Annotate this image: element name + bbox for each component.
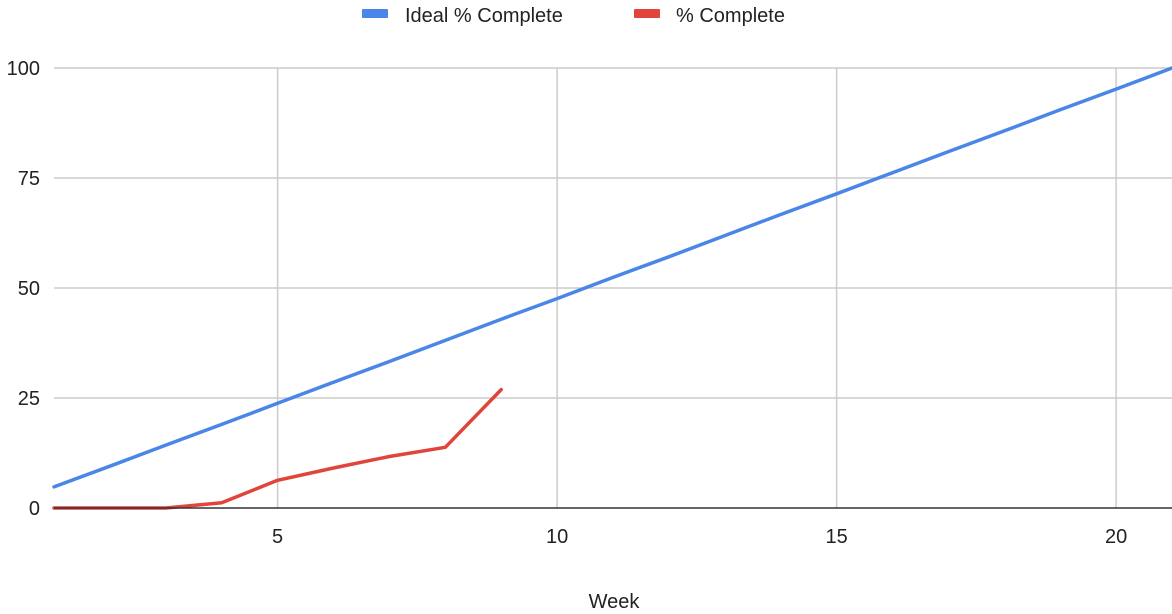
legend-label-complete: % Complete <box>676 5 785 27</box>
gridlines <box>54 67 1172 508</box>
legend-swatch-complete <box>634 9 660 18</box>
legend: Ideal % Complete % Complete <box>362 5 785 27</box>
x-axis-title: Week <box>589 591 641 613</box>
x-tick-label: 10 <box>546 526 568 548</box>
x-tick-label: 5 <box>272 526 283 548</box>
x-tick-label: 20 <box>1105 526 1127 548</box>
legend-label-ideal: Ideal % Complete <box>405 5 563 27</box>
y-tick-label: 25 <box>18 388 40 410</box>
series-line-0 <box>52 66 1172 489</box>
x-tick-label: 15 <box>825 526 847 548</box>
axes: 0 25 50 75 100 5 10 15 20 <box>7 58 1172 548</box>
legend-swatch-ideal <box>362 9 388 18</box>
y-tick-label: 100 <box>7 58 40 80</box>
y-tick-label: 50 <box>18 278 40 300</box>
y-tick-label: 0 <box>29 498 40 520</box>
y-tick-label: 75 <box>18 168 40 190</box>
